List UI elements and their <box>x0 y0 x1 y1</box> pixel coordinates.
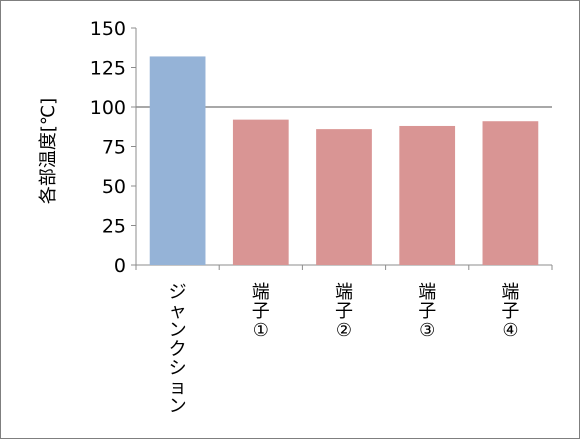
x-tick-label-char: 端 <box>501 282 519 303</box>
x-tick-label-char: ン <box>169 396 187 417</box>
x-tick-label: 端子④ <box>501 282 519 341</box>
bar <box>482 121 539 265</box>
x-tick-label-char: ① <box>253 320 269 341</box>
y-tick-label: 75 <box>102 137 126 159</box>
y-tick-label: 100 <box>90 97 126 119</box>
bar <box>232 119 289 265</box>
x-tick-label-char: 子 <box>252 301 270 322</box>
y-tick-label: 150 <box>90 18 126 40</box>
x-tick-label-char: ④ <box>502 320 518 341</box>
y-axis-title: 各部温度[℃] <box>38 98 59 204</box>
y-tick-label: 125 <box>90 58 126 80</box>
x-tick-label-char: ジ <box>169 282 187 303</box>
x-tick-label: 端子② <box>335 282 353 341</box>
x-tick-label-char: 端 <box>418 282 436 303</box>
x-tick-label-char: 端 <box>252 282 270 303</box>
x-tick-label-char: 子 <box>335 301 353 322</box>
x-tick-label-char: ョ <box>169 377 187 398</box>
y-tick-labels: 0 25 50 75 100 125 150 <box>90 18 126 277</box>
x-tick-label-char: ③ <box>419 320 435 341</box>
x-tick-label-char: ② <box>336 320 352 341</box>
y-tick-label: 25 <box>102 216 126 238</box>
x-tick-label-char: 子 <box>501 301 519 322</box>
bar <box>149 56 206 265</box>
x-tick-label-char: ャ <box>169 301 187 322</box>
bar <box>316 129 372 265</box>
y-tick-label: 50 <box>102 176 126 198</box>
y-axis-title-group: 各部温度[℃] <box>38 98 59 204</box>
x-tick-label-char: 子 <box>418 301 436 322</box>
y-tick-label: 0 <box>114 255 126 277</box>
bars <box>149 56 539 266</box>
x-tick-label-char: ク <box>169 339 187 360</box>
x-tick-label-char: シ <box>169 358 187 379</box>
x-tick-label-char: 端 <box>335 282 353 303</box>
x-tick-label-char: ン <box>169 320 187 341</box>
bar <box>399 125 456 266</box>
x-tick-label: 端子① <box>252 282 270 341</box>
x-tick-label: 端子③ <box>418 282 436 341</box>
